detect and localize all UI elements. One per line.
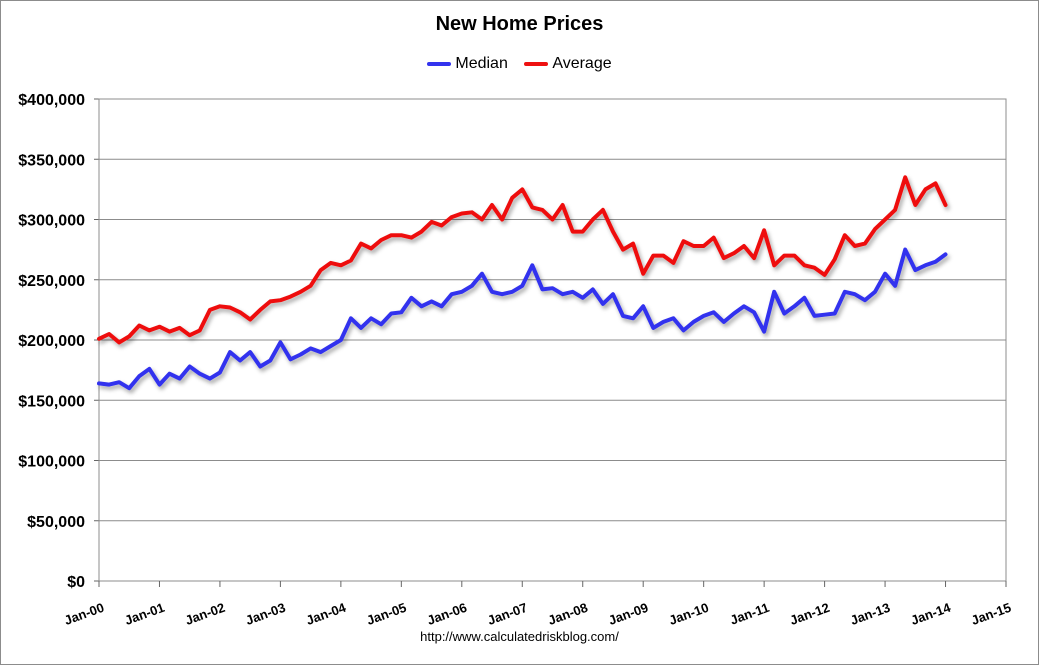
x-tick-label: Jan-14 [909,599,954,627]
legend-swatch-median [427,61,452,66]
y-tick-label: $100,000 [18,454,85,471]
x-tick-label: Jan-09 [606,600,650,628]
x-tick-label: Jan-10 [667,600,711,628]
x-tick-label: Jan-02 [183,600,227,628]
legend-entry-median: Median [427,55,508,73]
y-tick-label: $250,000 [18,273,85,290]
x-tick-label: Jan-12 [788,600,832,628]
legend-entry-average: Average [524,55,612,73]
y-tick-label: $350,000 [18,152,85,169]
x-tick-label: Jan-04 [304,599,349,627]
x-tick-label: Jan-05 [365,600,409,628]
y-tick-label: $400,000 [18,92,85,109]
x-tick-label: Jan-11 [728,600,771,628]
x-tick-label: Jan-07 [485,600,529,628]
x-tick-label: Jan-03 [244,600,288,628]
x-tick-label: Jan-13 [848,600,892,628]
x-tick-label: Jan-15 [969,600,1013,628]
chart-title: New Home Prices [435,13,604,35]
source-url: http://www.calculatedriskblog.com/ [420,629,619,644]
series-line-median [97,247,948,391]
y-tick-label: $150,000 [18,393,85,410]
y-tick-label: $0 [67,574,85,591]
legend-label-median: Median [455,55,508,72]
y-tick-label: $50,000 [27,514,85,531]
x-tick-label: Jan-00 [62,600,106,628]
legend-swatch-average [524,61,549,66]
y-tick-label: $300,000 [18,213,85,230]
legend-label-average: Average [552,55,612,72]
y-tick-label: $200,000 [18,333,85,350]
x-tick-label: Jan-01 [123,600,167,628]
legend: Median Average [1,55,1038,73]
series-line-average [97,175,948,345]
x-tick-label: Jan-08 [546,600,590,628]
x-tick-label: Jan-06 [425,600,469,628]
